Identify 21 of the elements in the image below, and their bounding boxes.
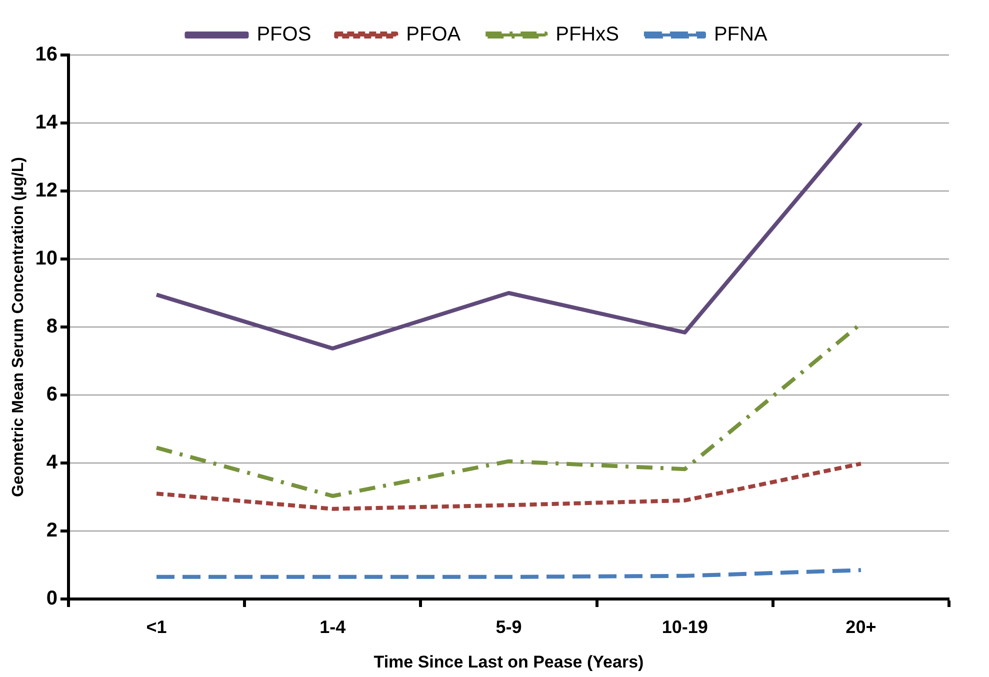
y-axis-title: Geometric Mean Serum Concentration (µg/L) (10, 157, 28, 497)
y-tick-label: 2 (46, 520, 58, 542)
y-tick-label: 16 (35, 44, 58, 66)
legend-label: PFHxS (556, 24, 619, 46)
legend-label: PFNA (714, 24, 768, 46)
x-axis-title: Time Since Last on Pease (Years) (374, 652, 644, 672)
legend-label: PFOA (406, 24, 462, 46)
x-tick-label: 5-9 (496, 616, 522, 637)
x-tick-label: 10-19 (662, 616, 708, 637)
y-tick-label: 8 (46, 316, 58, 338)
x-tick-label: 20+ (846, 616, 876, 637)
y-tick-label: 12 (35, 180, 58, 202)
y-tick-label: 0 (46, 588, 58, 610)
legend-label: PFOS (256, 24, 312, 46)
y-tick-label: 4 (46, 452, 58, 474)
line-series (154, 462, 863, 511)
y-tick-label: 6 (46, 384, 58, 406)
y-tick-label: 10 (35, 248, 58, 270)
x-tick-label: <1 (146, 616, 167, 637)
y-tick-label: 14 (35, 112, 58, 134)
x-tick-label: 1-4 (320, 616, 346, 637)
